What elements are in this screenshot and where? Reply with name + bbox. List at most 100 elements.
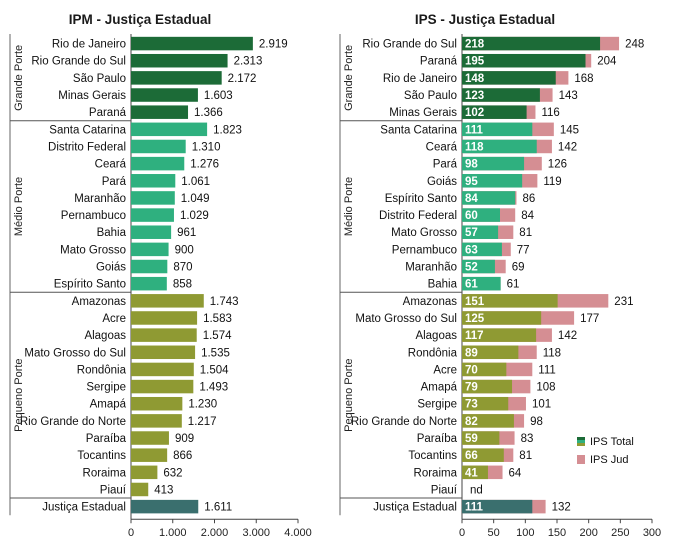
total-label: 81 xyxy=(519,450,532,462)
data-label: 1.583 xyxy=(203,313,232,325)
category-label: Piauí xyxy=(100,484,127,496)
data-label: 2.313 xyxy=(234,56,263,68)
category-label: Distrito Federal xyxy=(48,141,126,153)
x-tick-label: 250 xyxy=(611,527,629,539)
data-label: 1.230 xyxy=(188,399,217,411)
data-label: 1.574 xyxy=(203,330,232,342)
bar xyxy=(131,259,168,274)
bar xyxy=(131,379,194,394)
data-label: 1.061 xyxy=(181,176,210,188)
bar-inner-label: 123 xyxy=(465,90,484,102)
data-label: 1.493 xyxy=(199,382,228,394)
total-label: 142 xyxy=(558,141,577,153)
bar xyxy=(131,328,197,342)
data-label: 1.504 xyxy=(200,364,229,376)
data-label: 1.049 xyxy=(181,193,210,205)
bar-ips-jud xyxy=(462,105,527,119)
data-label: 1.029 xyxy=(180,210,209,222)
data-label: 2.919 xyxy=(259,39,288,51)
bar-ips-jud xyxy=(462,448,504,462)
bar xyxy=(131,36,253,51)
x-tick-label: 2.000 xyxy=(201,527,229,539)
group-label: Grande Porte xyxy=(343,45,355,111)
bar-inner-label: 95 xyxy=(465,176,478,188)
bar-inner-label: 195 xyxy=(465,56,485,68)
x-tick-label: 3.000 xyxy=(242,527,270,539)
total-label: 168 xyxy=(574,73,593,85)
bar-ips-jud xyxy=(462,174,523,188)
bar xyxy=(131,208,174,222)
bar-ips-jud xyxy=(462,88,540,102)
total-label: 116 xyxy=(541,107,559,119)
bar-inner-label: 59 xyxy=(465,433,478,445)
category-label: Amapá xyxy=(90,399,127,411)
x-tick-label: 0 xyxy=(459,527,465,539)
bar-ips-jud xyxy=(462,225,499,239)
category-label: Acre xyxy=(102,313,126,325)
data-label: 870 xyxy=(173,262,192,274)
bar-ips-jud xyxy=(462,156,525,171)
category-label: Rondônia xyxy=(77,364,127,376)
data-label: 1.535 xyxy=(201,347,230,359)
x-tick-label: 300 xyxy=(643,527,661,539)
category-label: Ceará xyxy=(426,141,458,153)
data-label: 909 xyxy=(175,433,194,445)
bar xyxy=(131,156,185,171)
bar xyxy=(131,53,228,68)
bar xyxy=(131,448,168,462)
category-label: Piauí xyxy=(431,484,458,496)
category-label: Goiás xyxy=(96,262,126,274)
bar-ips-jud xyxy=(462,259,495,274)
total-label: 77 xyxy=(517,244,530,256)
category-label: Rio de Janeiro xyxy=(52,39,126,51)
category-label: Amapá xyxy=(421,382,458,394)
bar-inner-label: 151 xyxy=(465,296,485,308)
category-label: Mato Grosso xyxy=(60,244,126,256)
total-label: 61 xyxy=(507,279,520,291)
data-label: 1.276 xyxy=(190,159,219,171)
category-label: Maranhão xyxy=(405,262,457,274)
legend-label: IPS Jud xyxy=(590,454,629,466)
bar-ips-jud xyxy=(462,208,500,222)
category-label: Espírito Santo xyxy=(54,279,126,291)
total-label: 204 xyxy=(597,56,617,68)
bar xyxy=(131,482,149,497)
bar-ips-jud xyxy=(462,294,558,308)
total-label: 111 xyxy=(538,364,555,376)
total-label: 119 xyxy=(543,176,561,188)
bar-inner-label: 70 xyxy=(465,364,478,376)
category-label: Maranhão xyxy=(74,193,126,205)
category-label: Bahia xyxy=(97,227,127,239)
data-label: 632 xyxy=(163,467,182,479)
category-label: Rio Grande do Norte xyxy=(351,416,457,428)
bar-inner-label: 52 xyxy=(465,262,478,274)
data-label: 961 xyxy=(177,227,196,239)
bar-ips-jud xyxy=(462,379,513,394)
category-label: Justiça Estadual xyxy=(42,502,126,514)
bar xyxy=(131,414,182,428)
chart-title: IPS - Justiça Estadual xyxy=(415,12,555,27)
bar xyxy=(131,191,175,205)
chart-panel-1: IPS - Justiça Estadual 0 50 100 150 200 250 300… xyxy=(339,12,661,539)
bar xyxy=(131,105,189,119)
bar-inner-label: 102 xyxy=(465,107,484,119)
category-label: Minas Gerais xyxy=(58,90,126,102)
total-label: 98 xyxy=(530,416,543,428)
bar-inner-label: 111 xyxy=(465,502,484,514)
legend-swatch-ips-total xyxy=(577,437,585,440)
bar-inner-label: 111 xyxy=(465,124,484,136)
group-label: Médio Porte xyxy=(13,177,25,236)
data-label: 1.611 xyxy=(204,502,232,514)
category-label: Rio Grande do Sul xyxy=(362,39,457,51)
group-label: Médio Porte xyxy=(343,177,355,236)
data-label: 2.172 xyxy=(228,73,257,85)
bar-inner-label: 61 xyxy=(465,279,478,291)
legend-swatch-ips-total xyxy=(577,443,585,446)
total-label: 145 xyxy=(560,124,579,136)
bar-inner-label: 66 xyxy=(465,450,478,462)
category-label: Ceará xyxy=(95,159,127,171)
total-label: 69 xyxy=(512,262,525,274)
bar xyxy=(131,88,198,102)
bar xyxy=(131,294,204,308)
group-label: Grande Porte xyxy=(13,45,25,111)
